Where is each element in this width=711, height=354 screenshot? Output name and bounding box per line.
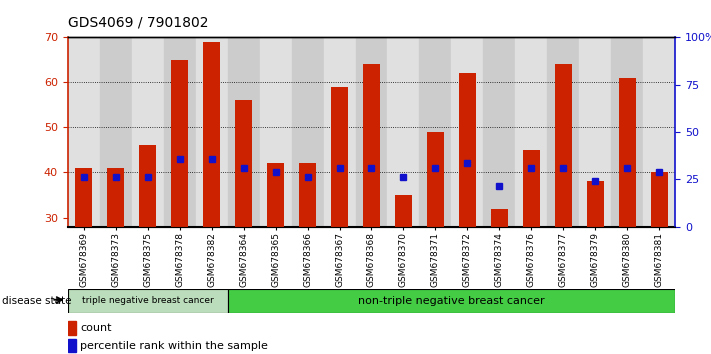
Text: count: count <box>80 323 112 333</box>
Bar <box>363 64 380 227</box>
Bar <box>164 37 196 227</box>
Bar <box>555 64 572 227</box>
Bar <box>100 37 132 227</box>
Bar <box>107 168 124 227</box>
Bar <box>483 37 515 227</box>
Bar <box>171 60 188 227</box>
Bar <box>611 37 643 227</box>
Bar <box>387 37 419 227</box>
Bar <box>587 182 604 227</box>
Bar <box>68 37 100 227</box>
Bar <box>643 37 675 227</box>
Text: triple negative breast cancer: triple negative breast cancer <box>82 296 213 306</box>
Bar <box>203 42 220 227</box>
Bar <box>515 37 547 227</box>
FancyBboxPatch shape <box>228 289 675 313</box>
Bar <box>651 172 668 227</box>
Bar <box>523 150 540 227</box>
Bar <box>579 37 611 227</box>
Text: non-triple negative breast cancer: non-triple negative breast cancer <box>358 296 545 306</box>
Bar <box>451 37 483 227</box>
Bar <box>75 168 92 227</box>
Bar <box>68 321 77 335</box>
Text: disease state: disease state <box>2 296 72 306</box>
Bar <box>260 37 292 227</box>
Bar <box>235 100 252 227</box>
Text: percentile rank within the sample: percentile rank within the sample <box>80 341 268 350</box>
Bar <box>331 87 348 227</box>
Bar <box>228 37 260 227</box>
FancyBboxPatch shape <box>68 289 228 313</box>
Bar <box>547 37 579 227</box>
Bar <box>419 37 451 227</box>
Bar <box>491 209 508 227</box>
Bar <box>459 73 476 227</box>
Bar <box>299 164 316 227</box>
Bar <box>356 37 387 227</box>
Bar <box>68 339 77 352</box>
Text: GDS4069 / 7901802: GDS4069 / 7901802 <box>68 16 208 30</box>
Bar <box>427 132 444 227</box>
Bar <box>292 37 324 227</box>
Bar <box>395 195 412 227</box>
Bar <box>619 78 636 227</box>
Bar <box>196 37 228 227</box>
Bar <box>267 164 284 227</box>
Bar <box>324 37 356 227</box>
Bar <box>132 37 164 227</box>
Bar <box>139 145 156 227</box>
